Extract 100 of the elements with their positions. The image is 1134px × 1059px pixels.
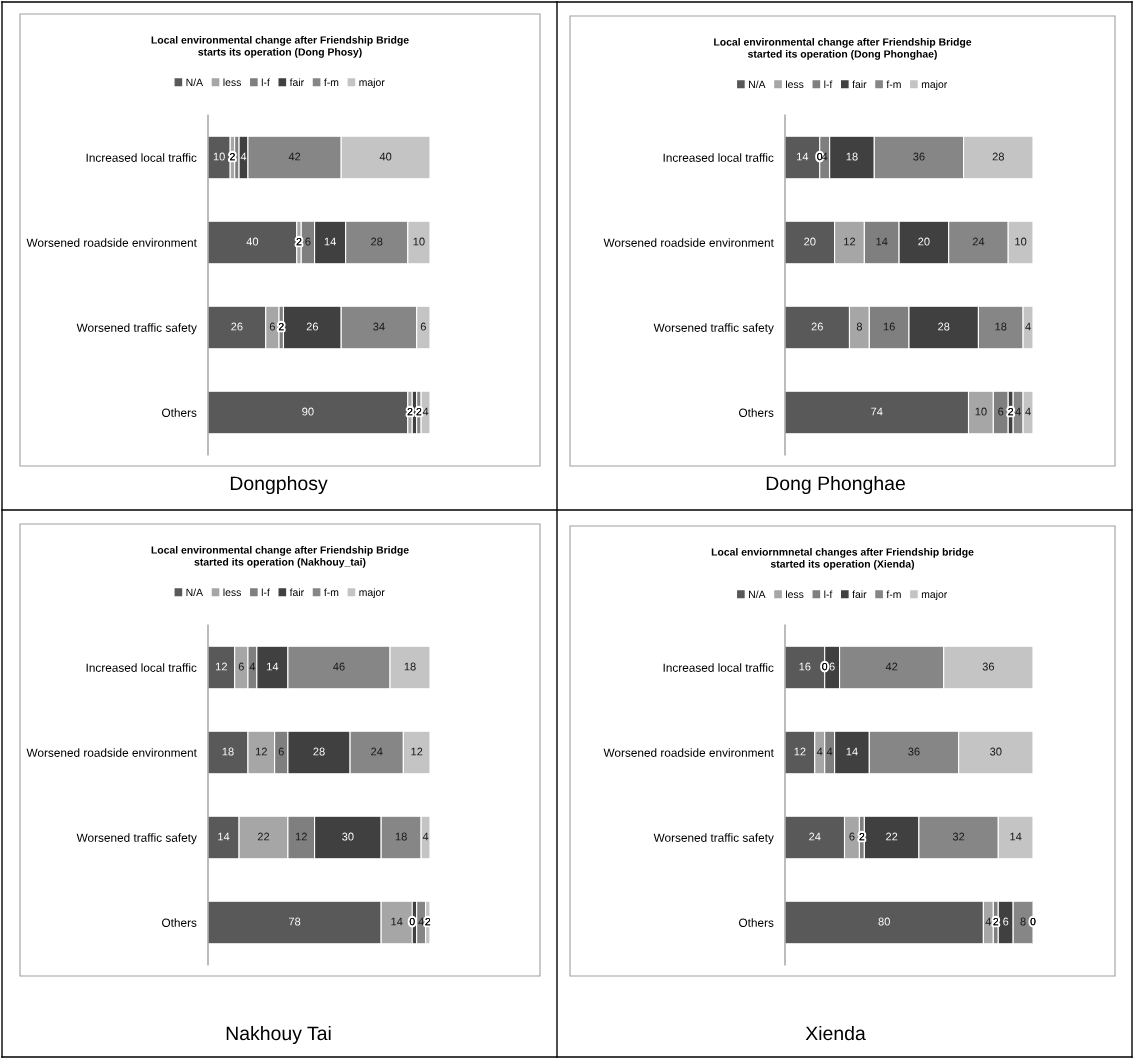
data-label: 10	[413, 237, 425, 246]
data-label: 36	[982, 662, 995, 671]
y-tick-label: Worsened roadside environment	[603, 238, 774, 247]
data-label: 2	[407, 407, 413, 416]
y-tick-label: Worsened traffic safety	[653, 833, 774, 845]
data-label: 14	[324, 237, 336, 246]
data-label: 42	[885, 662, 898, 671]
data-label: 28	[313, 747, 325, 756]
data-label: 24	[371, 747, 383, 756]
data-label: 24	[809, 832, 821, 841]
legend-label: l-f	[824, 80, 833, 88]
data-label: 2	[296, 237, 302, 246]
data-label: 12	[411, 747, 423, 756]
y-tick-label: Others	[162, 408, 197, 417]
data-label: 12	[215, 662, 227, 671]
data-label: 14	[797, 152, 809, 161]
data-label: 16	[883, 322, 895, 331]
data-label: 6	[238, 662, 244, 671]
data-label: 36	[913, 152, 925, 161]
data-label: 30	[990, 747, 1002, 756]
data-label: 6	[1003, 917, 1009, 926]
data-label: 34	[373, 322, 385, 331]
legend-label: f-m	[324, 78, 339, 86]
legend-label: N/A	[186, 78, 204, 87]
data-label: 22	[886, 832, 898, 841]
legend-label: major	[921, 80, 948, 91]
legend-label: fair	[289, 78, 304, 87]
data-label: 6	[420, 322, 426, 331]
y-tick-label: Others	[162, 918, 197, 927]
data-label: 6	[278, 747, 284, 756]
y-tick-label: Increased local traffic	[663, 153, 774, 162]
y-tick-label: Increased local traffic	[86, 663, 197, 672]
data-label: 80	[878, 917, 890, 926]
data-label: 16	[799, 662, 811, 671]
data-label: 10	[1015, 237, 1027, 246]
data-label: 4	[826, 747, 833, 756]
data-label: 0	[822, 662, 828, 671]
data-label: 6	[269, 322, 275, 331]
data-label: 18	[222, 747, 234, 756]
data-label: 2	[859, 832, 865, 841]
data-label: 0	[1030, 917, 1036, 926]
data-label: 10	[213, 152, 225, 161]
data-label: 18	[395, 832, 407, 841]
legend-label: N/A	[186, 588, 204, 597]
data-label: 12	[844, 237, 856, 246]
legend-label: less	[786, 80, 804, 89]
data-label: 18	[995, 322, 1007, 331]
text: Dongphosy	[230, 475, 328, 495]
text: Nakhouy Tai	[226, 1025, 331, 1045]
data-label: 4	[422, 832, 429, 841]
y-tick-label: Increased local traffic	[86, 153, 197, 162]
data-label: 4	[1025, 407, 1031, 416]
legend-label: l-f	[261, 588, 270, 596]
y-tick-label: Worsened traffic safety	[76, 323, 197, 335]
data-label: 10	[975, 407, 987, 416]
data-label: 14	[846, 747, 858, 756]
legend-label: l-f	[261, 78, 270, 86]
data-label: 42	[288, 152, 301, 161]
data-label: 2	[993, 917, 999, 926]
data-label: 30	[342, 832, 354, 841]
text: Dong Phonghae	[766, 475, 905, 495]
data-label: 14	[391, 917, 403, 926]
data-label: 4	[249, 662, 256, 671]
legend-label: fair	[852, 80, 867, 89]
data-label: 12	[794, 747, 806, 756]
data-label: 12	[295, 832, 307, 841]
legend-label: major	[359, 78, 385, 89]
chart-title: Local environmental change after Friendship Bridge started its operation (Nakhouy_tai)	[151, 546, 409, 568]
data-label: 28	[992, 152, 1004, 161]
data-label: 14	[218, 832, 230, 841]
y-tick-label: Worsened roadside environment	[26, 238, 197, 247]
data-label: 20	[804, 237, 816, 246]
data-label: 4	[985, 917, 992, 926]
y-tick-label: Others	[739, 918, 774, 927]
data-label: 26	[306, 322, 319, 331]
data-label: 2	[425, 917, 431, 926]
legend-label: less	[223, 588, 241, 597]
data-label: 6	[829, 662, 835, 671]
data-label: 4	[418, 917, 424, 926]
data-label: 2	[278, 322, 284, 331]
legend-label: l-f	[824, 590, 833, 598]
data-label: 6	[998, 407, 1004, 416]
legend-label: f-m	[324, 588, 339, 596]
data-label: 4	[1025, 322, 1031, 331]
data-label: 2	[230, 152, 235, 161]
data-label: 28	[371, 237, 383, 246]
data-label: 36	[908, 747, 920, 756]
data-label: 12	[255, 747, 267, 756]
data-label: 26	[231, 322, 243, 331]
data-label: 24	[972, 237, 985, 246]
data-label: 6	[305, 237, 311, 246]
legend-label: f-m	[886, 80, 901, 88]
data-label: 40	[246, 237, 259, 246]
chart-title: Local enviornmnetal changes after Friendship bridge started its operation (Xienda)	[711, 548, 974, 570]
data-label: 4	[1015, 407, 1021, 416]
data-label: 40	[379, 152, 392, 161]
data-label: 6	[849, 832, 855, 841]
legend-label: major	[921, 590, 948, 601]
data-label: 4	[816, 747, 823, 756]
text: Xienda	[805, 1025, 866, 1041]
